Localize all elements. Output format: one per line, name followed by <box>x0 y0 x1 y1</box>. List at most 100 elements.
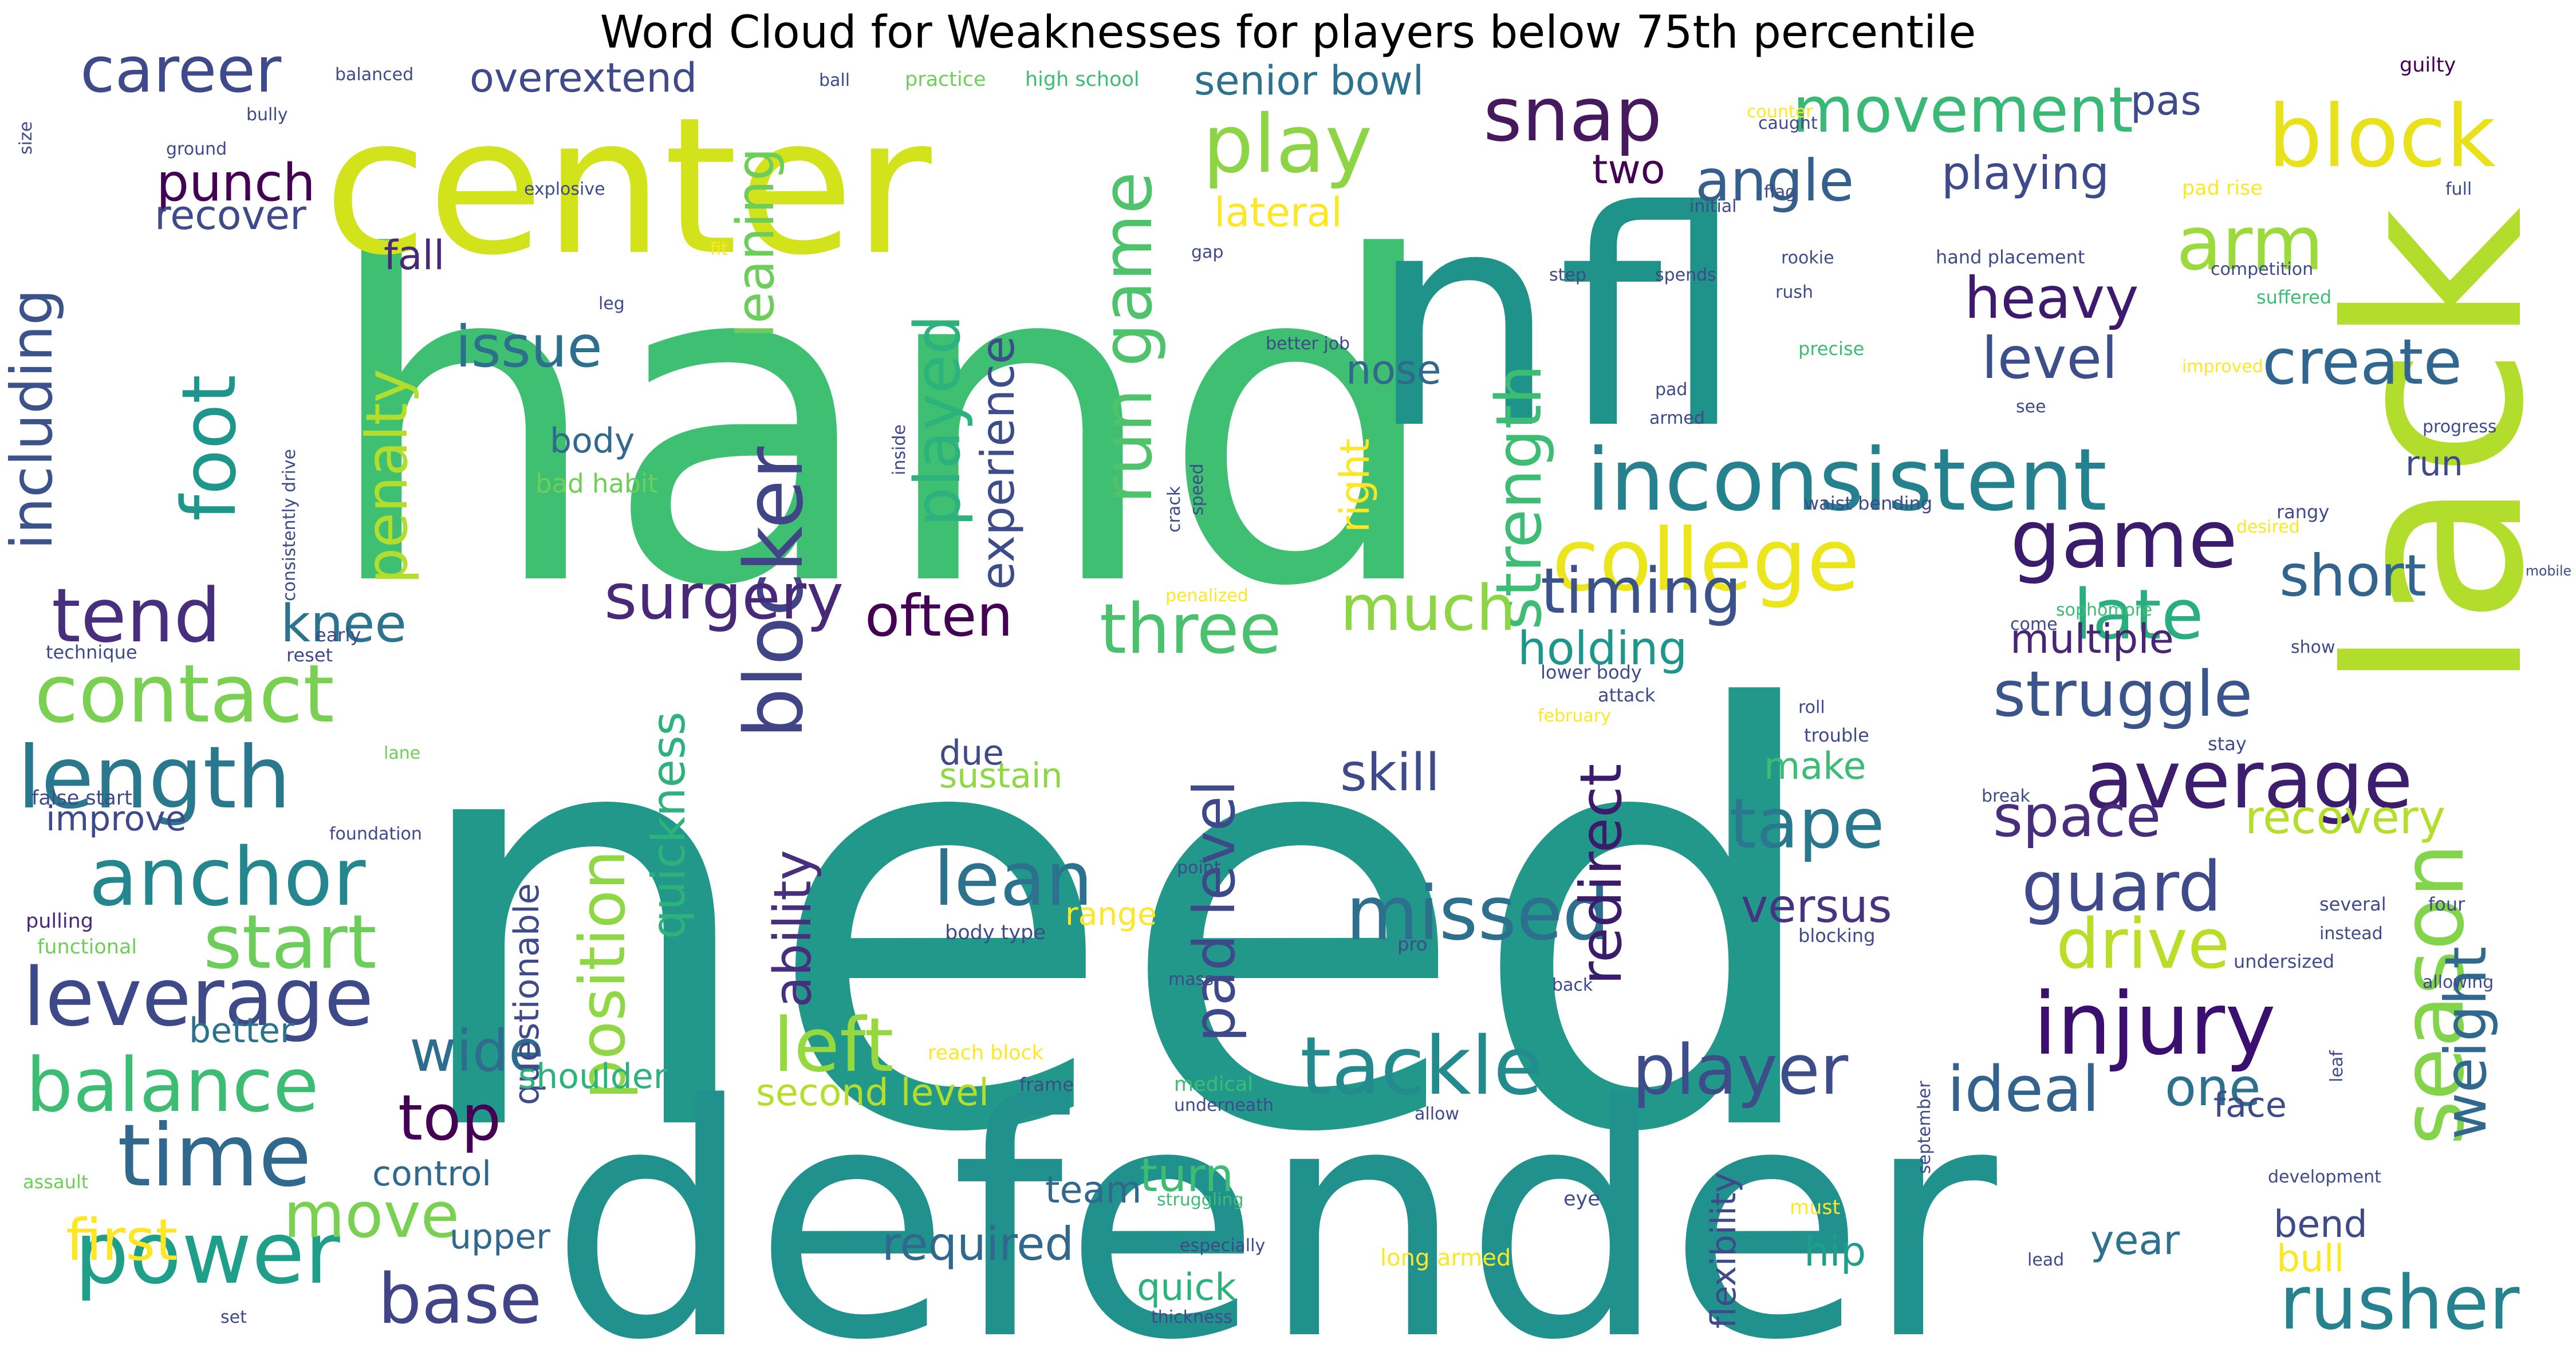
word-season: season <box>2384 843 2483 1145</box>
word-spends: spends <box>1655 265 1716 285</box>
word-undersized: undersized <box>2234 951 2334 972</box>
word-waist-bending: waist bending <box>1804 492 1932 514</box>
word-back: back <box>1552 975 1593 995</box>
word-playing: playing <box>1941 147 2109 200</box>
word-due: due <box>939 733 1004 773</box>
word-length: length <box>17 728 291 828</box>
word-tend: tend <box>52 572 221 659</box>
word-run: run <box>2405 444 2463 484</box>
word-lean: lean <box>933 835 1093 923</box>
word-allow: allow <box>1415 1104 1459 1124</box>
word-leaf: leaf <box>2327 1050 2347 1082</box>
word-quick: quick <box>1137 1266 1236 1309</box>
word-punch: punch <box>156 153 316 213</box>
word-nfl: nfl <box>1369 147 1745 494</box>
word-base: base <box>378 1260 542 1339</box>
word-body-type: body type <box>945 921 1046 944</box>
word-come: come <box>2010 614 2058 634</box>
word-heavy: heavy <box>1964 265 2139 332</box>
word-redirect: redirect <box>1567 764 1634 985</box>
word-lane: lane <box>384 743 420 763</box>
word-precise: precise <box>1798 338 1864 360</box>
word-medical: medical <box>1174 1073 1253 1096</box>
word-sustain: sustain <box>939 756 1063 796</box>
word-career: career <box>80 33 282 107</box>
word-injury: injury <box>2033 975 2276 1074</box>
word-competition: competition <box>2211 259 2313 279</box>
word-guard: guard <box>2022 847 2221 927</box>
word-progress: progress <box>2423 417 2497 437</box>
word-leg: leg <box>598 294 625 314</box>
word-first: first <box>66 1207 178 1274</box>
word-desired: desired <box>2236 517 2300 537</box>
word-suffered: suffered <box>2256 286 2331 308</box>
word-consistently-drive: consistently drive <box>279 449 300 601</box>
word-ground: ground <box>166 139 227 159</box>
word-college: college <box>1552 511 1860 610</box>
word-rush: rush <box>1775 282 1813 302</box>
word-position: position <box>566 850 639 1099</box>
word-thickness: thickness <box>1151 1307 1232 1327</box>
word-attack: attack <box>1598 684 1656 706</box>
word-angle: angle <box>1695 147 1854 214</box>
word-often: often <box>865 582 1013 649</box>
word-versus: versus <box>1741 880 1892 933</box>
word-experience: experience <box>971 336 1025 590</box>
word-flexibility: flexibility <box>1704 1172 1744 1329</box>
word-blocker: blocker <box>728 446 821 739</box>
word-hand-placement: hand placement <box>1936 246 2085 268</box>
word-short: short <box>2279 542 2427 609</box>
word-stay: stay <box>2208 733 2247 755</box>
word-lateral: lateral <box>1214 189 1342 236</box>
word-tape: tape <box>1730 785 1885 864</box>
word-penalty: penalty <box>353 369 420 584</box>
word-technique: technique <box>46 641 137 663</box>
word-senior-bowl: senior bowl <box>1194 57 1424 104</box>
word-especially: especially <box>1180 1236 1265 1256</box>
word-second-level: second level <box>756 1071 989 1114</box>
word-move: move <box>283 1178 459 1252</box>
word-pulling: pulling <box>26 910 93 933</box>
word-february: february <box>1538 706 1611 726</box>
word-two: two <box>1592 146 1665 193</box>
word-power: power <box>74 1204 340 1303</box>
word-face: face <box>2213 1085 2287 1125</box>
word-three: three <box>1100 590 1281 669</box>
word-lead: lead <box>2027 1250 2064 1270</box>
word-time: time <box>117 1106 312 1206</box>
word-multiple: multiple <box>2010 616 2174 663</box>
word-level: level <box>1982 325 2118 392</box>
word-balanced: balanced <box>335 65 413 85</box>
word-practice: practice <box>905 68 986 91</box>
word-balance: balance <box>26 1042 319 1129</box>
word-wide: wide <box>409 1018 544 1085</box>
word-rangy: rangy <box>2276 501 2329 523</box>
word-size: size <box>16 121 36 155</box>
word-leaning: leaning <box>726 148 786 338</box>
word-full: full <box>2445 179 2472 199</box>
word-weight: weight <box>2432 947 2499 1140</box>
word-flag: flag <box>1764 182 1796 202</box>
word-frame: frame <box>1019 1074 1074 1095</box>
word-average: average <box>2085 734 2413 827</box>
word-strength: strength <box>1482 365 1555 630</box>
word-crack: crack <box>1164 486 1184 533</box>
word-knee: knee <box>281 594 407 654</box>
word-bully: bully <box>246 105 287 125</box>
word-left: left <box>773 1002 894 1089</box>
word-must: must <box>1790 1196 1840 1219</box>
word-better-job: better job <box>1266 334 1350 354</box>
word-team: team <box>1045 1169 1142 1212</box>
word-foot: foot <box>166 375 253 521</box>
word-recovery: recovery <box>2245 791 2445 844</box>
word-including: including <box>0 289 65 550</box>
word-struggle: struggle <box>1993 657 2252 731</box>
word-play: play <box>1203 98 1372 191</box>
word-rookie: rookie <box>1781 248 1834 268</box>
word-questionable: questionable <box>507 883 547 1105</box>
word-pro: pro <box>1397 933 1427 955</box>
word-control: control <box>372 1154 491 1194</box>
word-better: better <box>189 1011 294 1051</box>
word-long-armed: long armed <box>1380 1245 1511 1271</box>
word-initial: initial <box>1689 196 1737 216</box>
